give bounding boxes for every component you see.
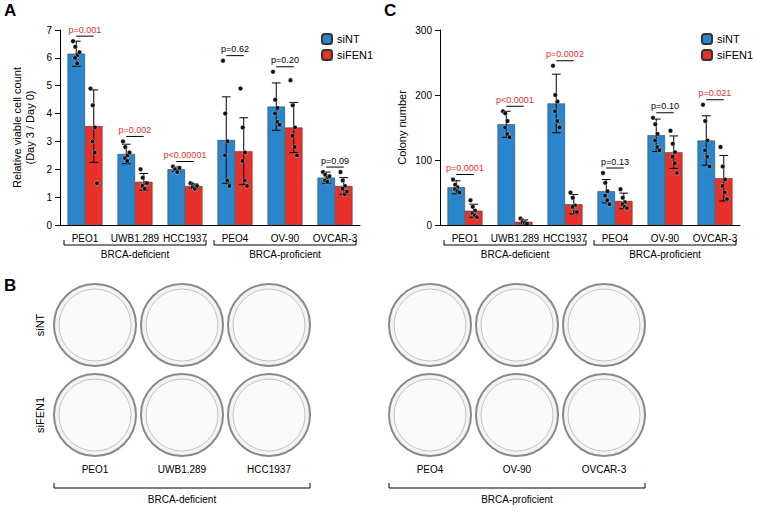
svg-text:4: 4 [46, 108, 52, 119]
svg-text:3: 3 [46, 136, 52, 147]
svg-text:300: 300 [415, 25, 432, 36]
svg-text:HCC1937: HCC1937 [247, 464, 291, 475]
svg-text:5: 5 [46, 80, 52, 91]
svg-text:PEO4: PEO4 [222, 233, 249, 244]
svg-text:A: A [4, 1, 16, 20]
svg-text:p=0.021: p=0.021 [699, 88, 732, 98]
svg-text:BRCA-proficient: BRCA-proficient [249, 249, 321, 260]
svg-text:UWB1.289: UWB1.289 [491, 233, 540, 244]
svg-text:(Day 3 / Day 0): (Day 3 / Day 0) [24, 91, 36, 165]
svg-text:siNT: siNT [337, 33, 360, 45]
svg-text:100: 100 [415, 155, 432, 166]
svg-text:p=0.09: p=0.09 [321, 156, 349, 166]
svg-text:siFEN1: siFEN1 [717, 49, 753, 61]
svg-text:p=0.001: p=0.001 [69, 25, 102, 35]
svg-text:200: 200 [415, 90, 432, 101]
svg-text:PEO4: PEO4 [602, 233, 629, 244]
svg-text:0: 0 [46, 220, 52, 231]
svg-text:HCC1937: HCC1937 [543, 233, 587, 244]
svg-text:HCC1937: HCC1937 [163, 233, 207, 244]
svg-text:PEO4: PEO4 [417, 464, 444, 475]
svg-text:PEO1: PEO1 [82, 464, 109, 475]
svg-text:1: 1 [46, 192, 52, 203]
svg-text:p=0.20: p=0.20 [271, 55, 299, 65]
svg-text:BRCA-deficient: BRCA-deficient [101, 249, 170, 260]
svg-text:2: 2 [46, 164, 52, 175]
svg-text:B: B [4, 276, 16, 295]
svg-text:OVCAR-3: OVCAR-3 [313, 233, 358, 244]
svg-text:Relative viable cell count: Relative viable cell count [11, 67, 23, 188]
svg-text:p<0.00001: p<0.00001 [164, 150, 207, 160]
svg-text:PEO1: PEO1 [72, 233, 99, 244]
svg-text:OV-90: OV-90 [503, 464, 532, 475]
svg-text:BRCA-deficient: BRCA-deficient [148, 494, 217, 505]
svg-text:6: 6 [46, 52, 52, 63]
svg-text:siNT: siNT [717, 33, 740, 45]
svg-text:p<0.0001: p<0.0001 [496, 95, 534, 105]
svg-text:OV-90: OV-90 [271, 233, 300, 244]
svg-text:OV-90: OV-90 [651, 233, 680, 244]
svg-text:p=0.10: p=0.10 [651, 101, 679, 111]
svg-text:siFEN1: siFEN1 [34, 397, 46, 433]
svg-text:C: C [384, 1, 396, 20]
svg-text:p=0.0002: p=0.0002 [546, 49, 584, 59]
svg-text:UWB1.289: UWB1.289 [111, 233, 160, 244]
svg-text:UWB1.289: UWB1.289 [158, 464, 207, 475]
svg-text:Colony number: Colony number [396, 90, 408, 165]
svg-text:BRCA-proficient: BRCA-proficient [629, 249, 701, 260]
svg-text:p=0.0001: p=0.0001 [446, 163, 484, 173]
svg-text:0: 0 [426, 220, 432, 231]
svg-text:p=0.13: p=0.13 [601, 157, 629, 167]
svg-text:BRCA-proficient: BRCA-proficient [481, 494, 553, 505]
svg-text:BRCA-deficient: BRCA-deficient [481, 249, 550, 260]
svg-text:PEO1: PEO1 [452, 233, 479, 244]
svg-text:7: 7 [46, 25, 52, 36]
svg-text:p=0.62: p=0.62 [221, 44, 249, 54]
svg-text:OVCAR-3: OVCAR-3 [693, 233, 738, 244]
svg-text:siNT: siNT [34, 313, 46, 336]
svg-text:OVCAR-3: OVCAR-3 [582, 464, 627, 475]
svg-text:p=0.002: p=0.002 [119, 125, 152, 135]
svg-text:siFEN1: siFEN1 [337, 49, 373, 61]
